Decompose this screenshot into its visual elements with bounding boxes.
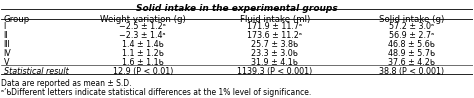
Text: 1.1 ± 1.2ᑲ: 1.1 ± 1.2ᑲ <box>122 49 164 58</box>
Text: 23.3 ± 3.0ᑲ: 23.3 ± 3.0ᑲ <box>251 49 298 58</box>
Text: 171.9 ± 11.7ᵃ: 171.9 ± 11.7ᵃ <box>247 22 302 31</box>
Text: ᵃ’ᑲDifferent letters indicate statistical differences at the 1% level of signifi: ᵃ’ᑲDifferent letters indicate statistica… <box>1 88 311 97</box>
Text: 38.8 (P < 0.001): 38.8 (P < 0.001) <box>379 67 444 76</box>
Text: 173.6 ± 11.2ᵃ: 173.6 ± 11.2ᵃ <box>247 31 302 40</box>
Text: Fluid intake (ml): Fluid intake (ml) <box>239 15 310 24</box>
Text: 1.6 ± 1.1ᑲ: 1.6 ± 1.1ᑲ <box>122 58 164 67</box>
Text: 1.4 ± 1.4ᑲ: 1.4 ± 1.4ᑲ <box>122 40 164 49</box>
Text: 57.2 ± 3.0ᵃ: 57.2 ± 3.0ᵃ <box>389 22 434 31</box>
Text: 56.9 ± 2.7ᵃ: 56.9 ± 2.7ᵃ <box>389 31 434 40</box>
Text: −2.3 ± 1.4ᵃ: −2.3 ± 1.4ᵃ <box>119 31 166 40</box>
Text: 37.6 ± 4.2ᑲ: 37.6 ± 4.2ᑲ <box>388 58 435 67</box>
Text: Group: Group <box>4 15 30 24</box>
Text: Solid intake in the experimental groups: Solid intake in the experimental groups <box>136 4 338 13</box>
Text: 46.8 ± 5.6ᑲ: 46.8 ± 5.6ᑲ <box>388 40 435 49</box>
Text: −2.5 ± 1.2ᵃ: −2.5 ± 1.2ᵃ <box>119 22 166 31</box>
Text: Statistical result: Statistical result <box>4 67 69 76</box>
Text: 1139.3 (P < 0.001): 1139.3 (P < 0.001) <box>237 67 312 76</box>
Text: Weight variation (g): Weight variation (g) <box>100 15 186 24</box>
Text: 25.7 ± 3.8ᑲ: 25.7 ± 3.8ᑲ <box>251 40 298 49</box>
Text: III: III <box>4 40 10 49</box>
Text: V: V <box>4 58 9 67</box>
Text: Data are reported as mean ± S.D.: Data are reported as mean ± S.D. <box>1 78 132 88</box>
Text: 12.9 (P < 0.01): 12.9 (P < 0.01) <box>112 67 173 76</box>
Text: II: II <box>4 31 8 40</box>
Text: IV: IV <box>4 49 11 58</box>
Text: 31.9 ± 4.1ᑲ: 31.9 ± 4.1ᑲ <box>251 58 298 67</box>
Text: Solid intake (g): Solid intake (g) <box>379 15 444 24</box>
Text: 48.9 ± 5.7ᑲ: 48.9 ± 5.7ᑲ <box>388 49 435 58</box>
Text: I: I <box>4 22 6 31</box>
